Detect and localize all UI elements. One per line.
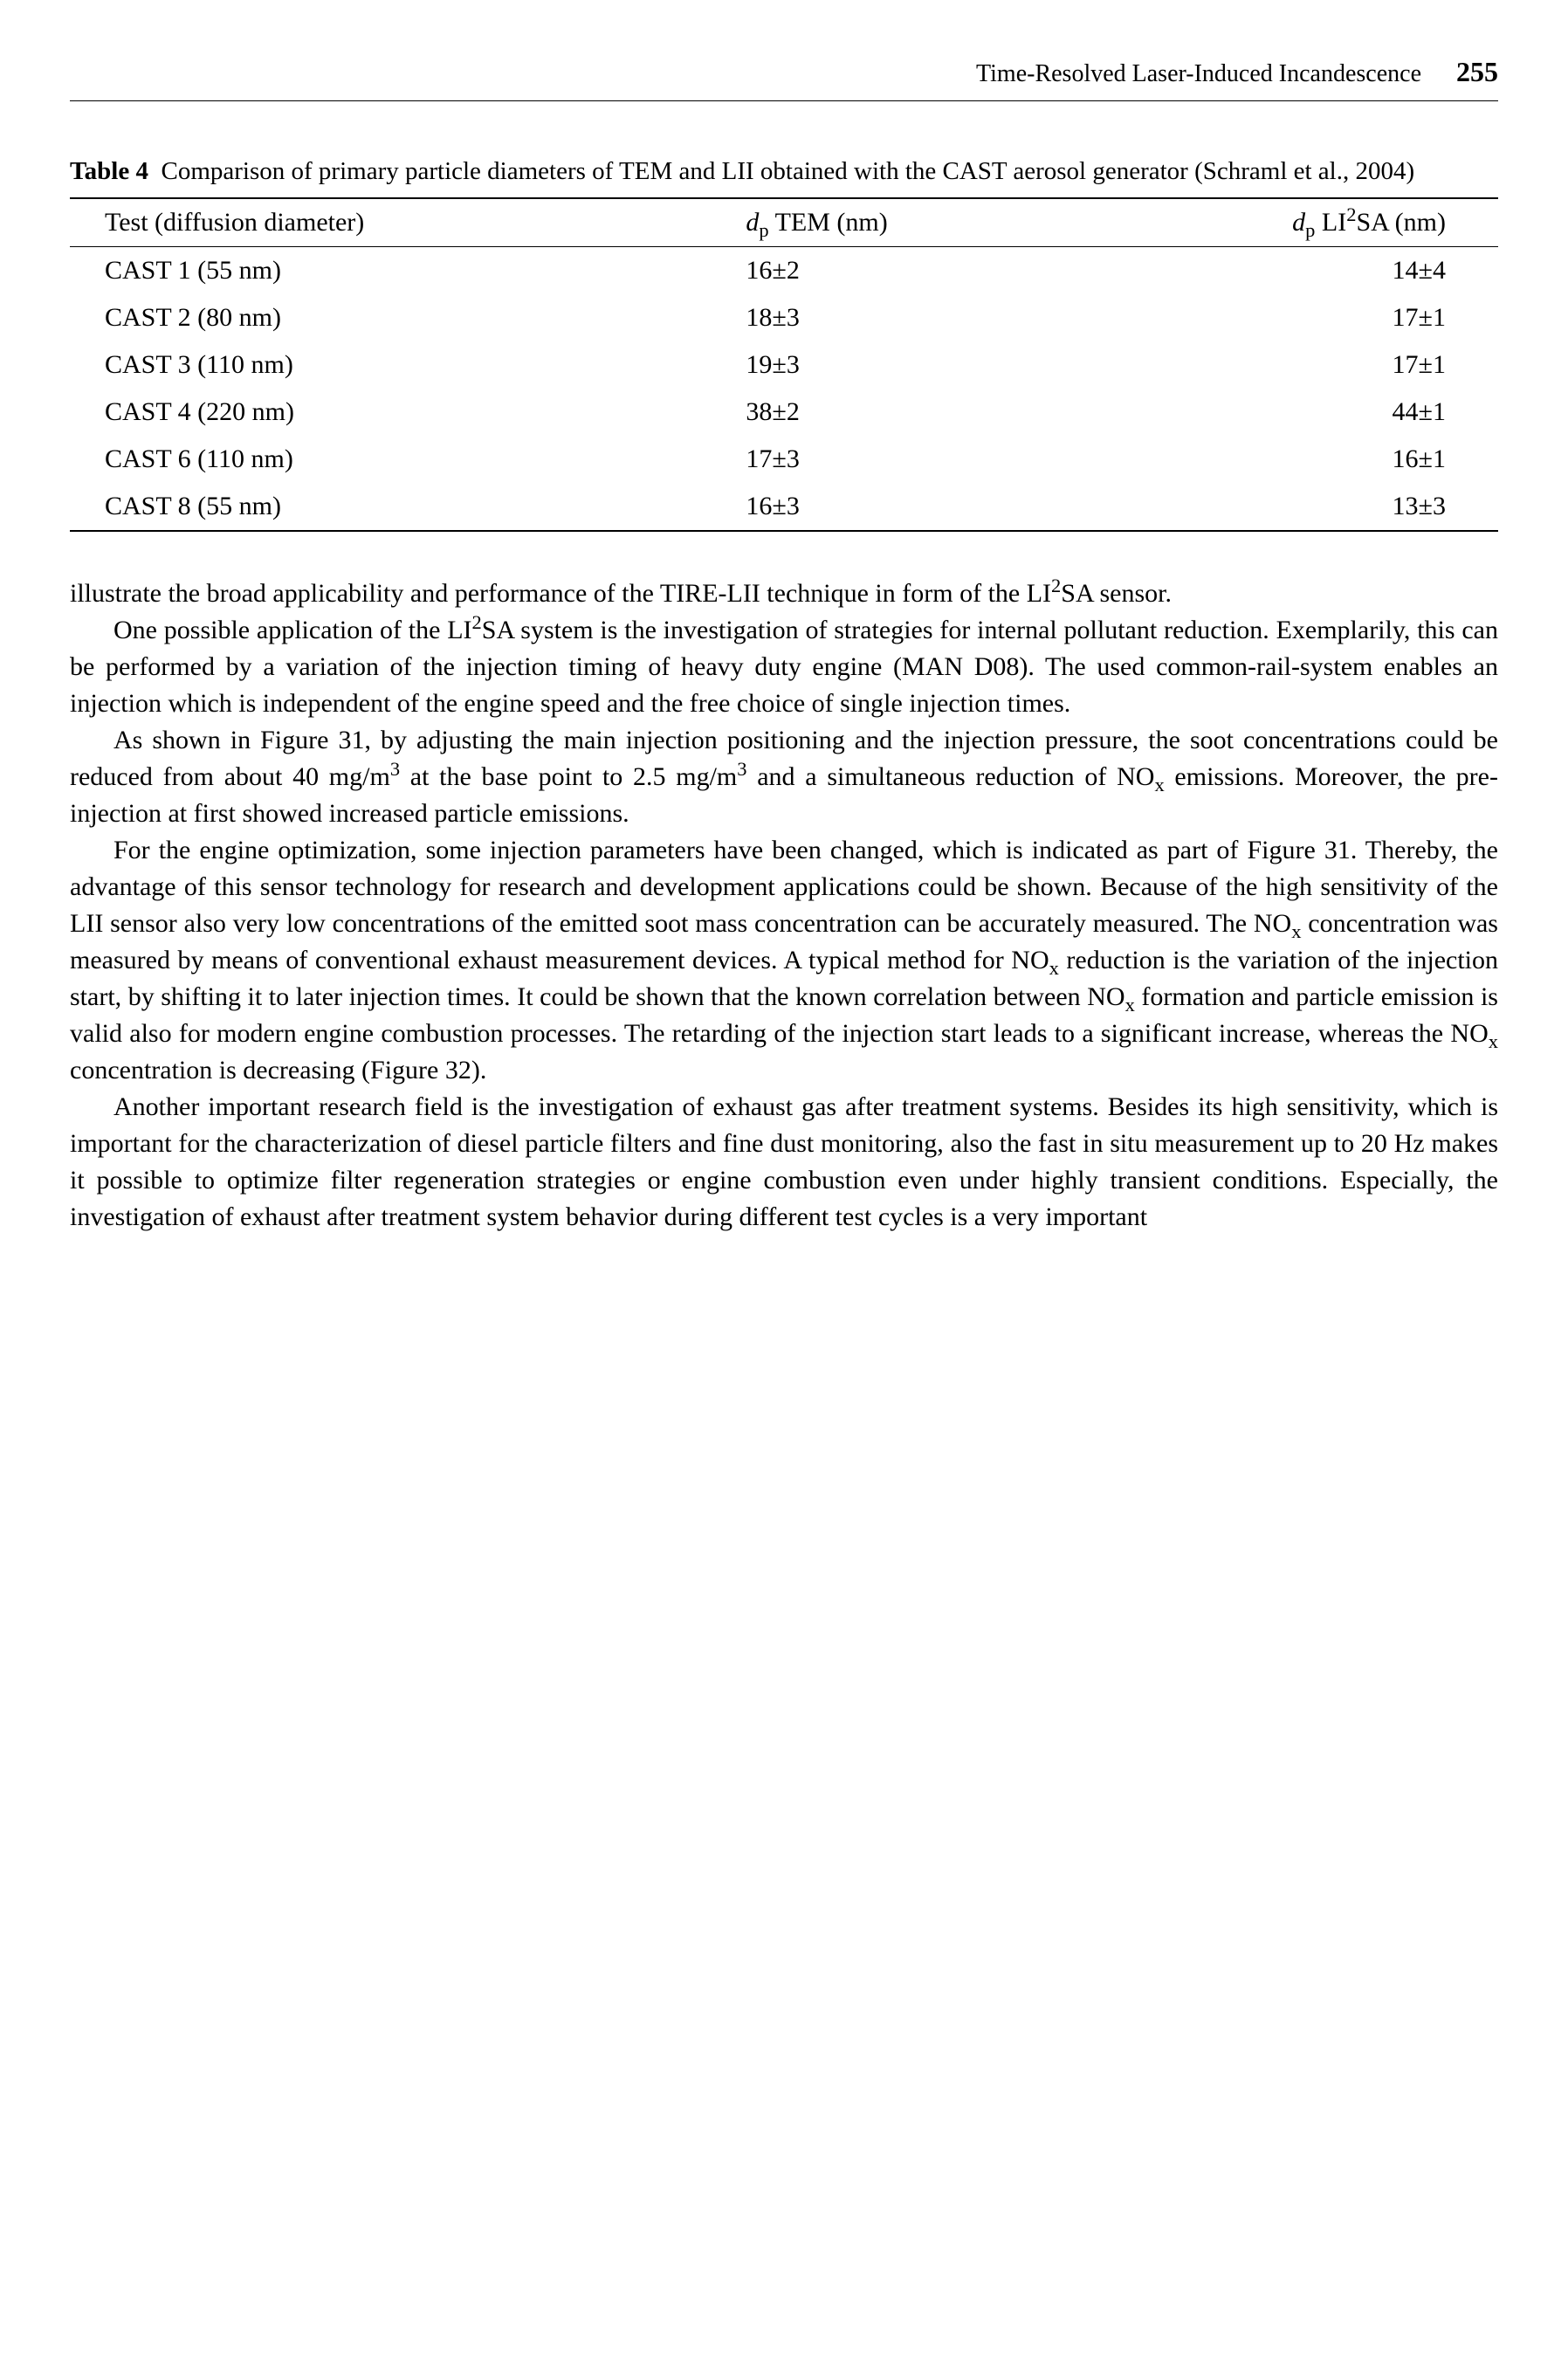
table-row: CAST 8 (55 nm) 16±3 13±3: [70, 483, 1498, 531]
table-header-cell: dp TEM (nm): [641, 198, 1069, 247]
table-row: CAST 1 (55 nm) 16±2 14±4: [70, 247, 1498, 295]
comparison-table: Test (diffusion diameter) dp TEM (nm) dp…: [70, 197, 1498, 532]
table-row: CAST 2 (80 nm) 18±3 17±1: [70, 294, 1498, 341]
body-paragraph: Another important research field is the …: [70, 1089, 1498, 1236]
table-header-cell: Test (diffusion diameter): [70, 198, 641, 247]
table-cell: CAST 8 (55 nm): [70, 483, 641, 531]
running-title: Time-Resolved Laser-Induced Incandescenc…: [70, 57, 1456, 91]
table-cell: CAST 6 (110 nm): [70, 436, 641, 483]
table-cell: 18±3: [641, 294, 1069, 341]
table-cell: 14±4: [1069, 247, 1498, 295]
body-paragraph: illustrate the broad applicability and p…: [70, 575, 1498, 612]
table-cell: 16±2: [641, 247, 1069, 295]
table-cell: 44±1: [1069, 389, 1498, 436]
table-cell: 16±1: [1069, 436, 1498, 483]
table-row: CAST 3 (110 nm) 19±3 17±1: [70, 341, 1498, 389]
table-row: CAST 6 (110 nm) 17±3 16±1: [70, 436, 1498, 483]
table-cell: CAST 4 (220 nm): [70, 389, 641, 436]
table-cell: CAST 2 (80 nm): [70, 294, 641, 341]
table-header-cell: dp LI2SA (nm): [1069, 198, 1498, 247]
body-paragraph: As shown in Figure 31, by adjusting the …: [70, 722, 1498, 832]
table-cell: 16±3: [641, 483, 1069, 531]
body-paragraph: One possible application of the LI2SA sy…: [70, 612, 1498, 722]
table-row: CAST 4 (220 nm) 38±2 44±1: [70, 389, 1498, 436]
page-number: 255: [1456, 52, 1498, 92]
table-caption: Table 4 Comparison of primary particle d…: [70, 154, 1498, 189]
table-header-row: Test (diffusion diameter) dp TEM (nm) dp…: [70, 198, 1498, 247]
table-cell: 19±3: [641, 341, 1069, 389]
running-header: Time-Resolved Laser-Induced Incandescenc…: [70, 52, 1498, 101]
table-caption-text: Comparison of primary particle diameters…: [162, 157, 1415, 185]
table-cell: 17±3: [641, 436, 1069, 483]
table-cell: CAST 3 (110 nm): [70, 341, 641, 389]
body-paragraph: For the engine optimization, some inject…: [70, 832, 1498, 1089]
table-cell: 13±3: [1069, 483, 1498, 531]
table-cell: CAST 1 (55 nm): [70, 247, 641, 295]
table-label: Table 4: [70, 157, 148, 185]
table-cell: 17±1: [1069, 294, 1498, 341]
table-cell: 17±1: [1069, 341, 1498, 389]
table-body: CAST 1 (55 nm) 16±2 14±4 CAST 2 (80 nm) …: [70, 247, 1498, 532]
table-cell: 38±2: [641, 389, 1069, 436]
